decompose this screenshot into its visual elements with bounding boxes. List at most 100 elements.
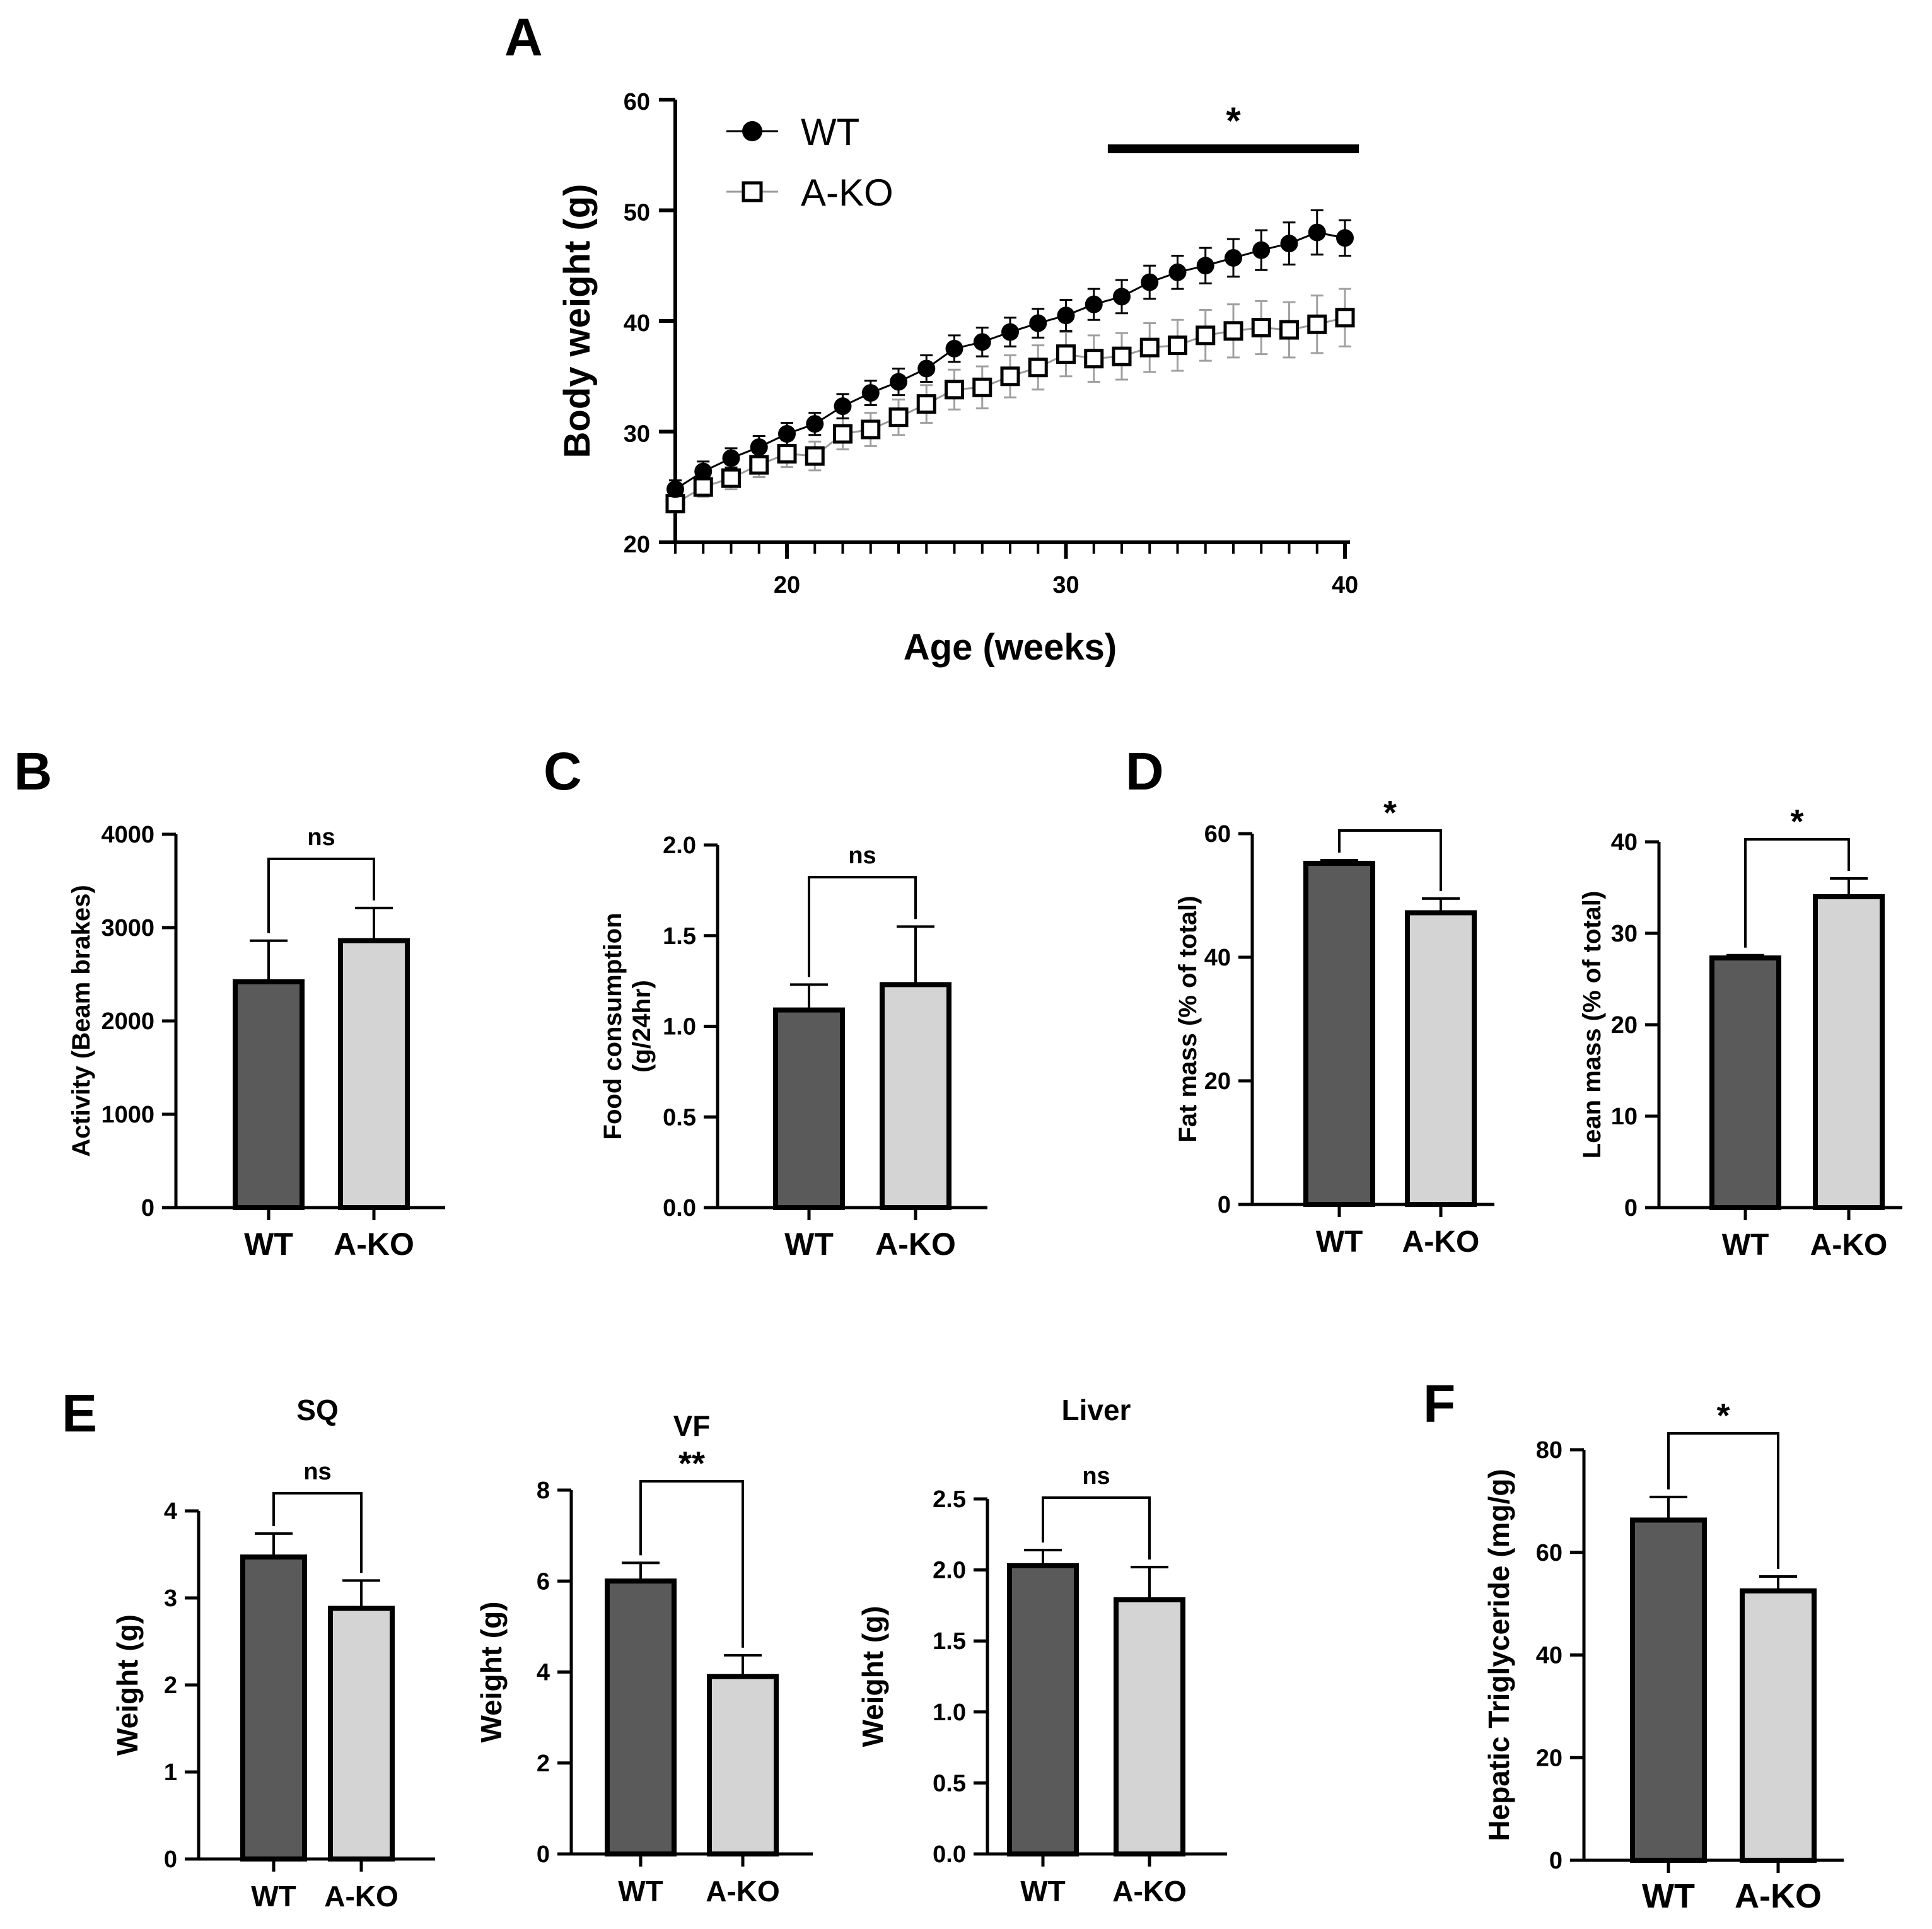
D-x-tick-label: A-KO xyxy=(1402,1225,1480,1259)
panel-label-C: C xyxy=(544,742,582,801)
F-x-tick-label: A-KO xyxy=(1735,1877,1822,1915)
A-point-WT xyxy=(917,359,936,378)
B-significance-bracket xyxy=(267,858,375,933)
A-point-WT xyxy=(1141,273,1159,291)
E3-x-tick-label: A-KO xyxy=(1112,1875,1187,1908)
A-y-tick-label: 20 xyxy=(624,532,650,558)
A-y-tick-label: 40 xyxy=(624,310,650,337)
D2-x-tick-label: WT xyxy=(1722,1228,1769,1262)
E2-title: VF xyxy=(673,1409,711,1442)
A-point-WT xyxy=(890,373,907,391)
E3-y-tick-label: 2.5 xyxy=(933,1486,966,1513)
D-significance-bracket xyxy=(1338,829,1442,891)
A-point-WT xyxy=(694,462,713,481)
A-point-WT xyxy=(945,339,963,358)
E3-bar-WT xyxy=(1007,1563,1079,1856)
E2-y-axis-label: Weight (g) xyxy=(475,1602,508,1743)
A-point-A-KO xyxy=(721,468,741,488)
A-point-A-KO xyxy=(1223,321,1243,341)
E2-bar-WT xyxy=(605,1578,677,1856)
A-legend-marker-WT xyxy=(742,121,762,141)
C-y-axis-label-line2: (g/24hr) xyxy=(628,980,656,1073)
A-point-WT xyxy=(1085,295,1103,313)
A-point-A-KO xyxy=(1028,358,1048,378)
A-point-A-KO xyxy=(833,424,853,444)
A-legend-marker-A-KO xyxy=(742,181,763,202)
F-significance-label: * xyxy=(1716,1397,1730,1435)
A-point-WT xyxy=(1001,323,1019,341)
panel-label-E: E xyxy=(62,1384,97,1443)
E2-bar-A-KO xyxy=(707,1674,779,1856)
A-point-A-KO xyxy=(1335,308,1355,328)
E2-y-tick-label: 2 xyxy=(537,1751,550,1777)
D2-y-axis-label: Lean mass (% of total) xyxy=(1578,891,1606,1159)
A-legend-label-A-KO: A-KO xyxy=(801,172,893,214)
D2-y-tick-label: 30 xyxy=(1611,921,1638,947)
A-point-A-KO xyxy=(861,419,881,440)
F-y-tick-label: 20 xyxy=(1536,1745,1562,1771)
D-y-tick-label: 20 xyxy=(1204,1068,1231,1095)
D-y-tick-label: 0 xyxy=(1218,1192,1231,1218)
E3-bar-A-KO xyxy=(1114,1597,1185,1857)
A-y-axis-label: Body weight (g) xyxy=(557,184,598,458)
F-x-tick-label: WT xyxy=(1642,1877,1695,1915)
C-y-tick-label: 0.5 xyxy=(663,1104,696,1131)
A-legend-label-WT: WT xyxy=(801,111,859,153)
A-y-tick-label: 30 xyxy=(624,421,650,448)
D-significance-label: * xyxy=(1383,794,1397,832)
F-y-axis-label: Hepatic Triglyceride (mg/g) xyxy=(1482,1469,1515,1841)
C-bar-WT xyxy=(773,1007,845,1210)
F-y-tick-label: 0 xyxy=(1549,1848,1562,1874)
A-point-A-KO xyxy=(1139,337,1160,358)
A-point-A-KO xyxy=(1084,349,1104,369)
C-bar-A-KO xyxy=(880,982,951,1210)
A-point-A-KO xyxy=(1279,320,1299,340)
E-title: SQ xyxy=(296,1394,338,1426)
B-x-tick-label: WT xyxy=(244,1227,293,1262)
A-x-tick-label: 20 xyxy=(774,572,800,598)
A-point-WT xyxy=(834,397,852,416)
E-x-tick-label: A-KO xyxy=(324,1880,399,1913)
A-point-WT xyxy=(1057,306,1075,325)
panel-label-A: A xyxy=(504,8,543,67)
A-point-A-KO xyxy=(777,444,797,464)
D-bar-A-KO xyxy=(1405,910,1477,1207)
E-y-tick-label: 1 xyxy=(164,1759,177,1786)
A-point-A-KO xyxy=(1307,314,1327,334)
D-y-tick-label: 60 xyxy=(1204,821,1231,848)
A-point-A-KO xyxy=(888,407,909,428)
A-x-tick-label: 40 xyxy=(1332,572,1358,598)
E-y-tick-label: 0 xyxy=(164,1846,177,1873)
E-significance-bracket xyxy=(272,1492,363,1573)
A-point-A-KO xyxy=(972,377,992,397)
A-point-A-KO xyxy=(1112,346,1132,366)
D2-y-tick-label: 0 xyxy=(1624,1195,1638,1221)
E3-y-tick-label: 2.0 xyxy=(933,1558,966,1584)
A-point-WT xyxy=(973,333,991,351)
E2-significance-bracket xyxy=(639,1480,744,1648)
A-point-WT xyxy=(1280,235,1298,253)
B-bar-WT xyxy=(233,979,305,1210)
A-point-WT xyxy=(1252,241,1271,259)
A-point-A-KO xyxy=(749,455,769,475)
C-significance-bracket xyxy=(808,876,917,977)
C-significance-label: ns xyxy=(848,842,876,869)
A-point-A-KO xyxy=(1000,366,1020,387)
A-significance-label: * xyxy=(1226,100,1241,142)
A-point-A-KO xyxy=(945,380,964,400)
C-x-tick-label: WT xyxy=(784,1227,834,1262)
E3-y-axis-label: Weight (g) xyxy=(856,1606,889,1747)
B-y-tick-label: 0 xyxy=(141,1195,154,1221)
D2-y-tick-label: 40 xyxy=(1611,829,1638,856)
panel-label-F: F xyxy=(1423,1374,1455,1433)
E2-y-tick-label: 0 xyxy=(537,1841,550,1868)
C-y-tick-label: 1.5 xyxy=(663,923,696,950)
E2-y-tick-label: 8 xyxy=(537,1477,550,1504)
A-point-WT xyxy=(722,449,740,467)
E3-y-tick-label: 1.5 xyxy=(933,1628,966,1655)
A-point-A-KO xyxy=(1251,318,1271,338)
E3-significance-bracket xyxy=(1042,1496,1151,1560)
panel-label-B: B xyxy=(14,742,52,801)
D-bar-WT xyxy=(1303,861,1375,1208)
E-y-tick-label: 4 xyxy=(164,1498,177,1525)
